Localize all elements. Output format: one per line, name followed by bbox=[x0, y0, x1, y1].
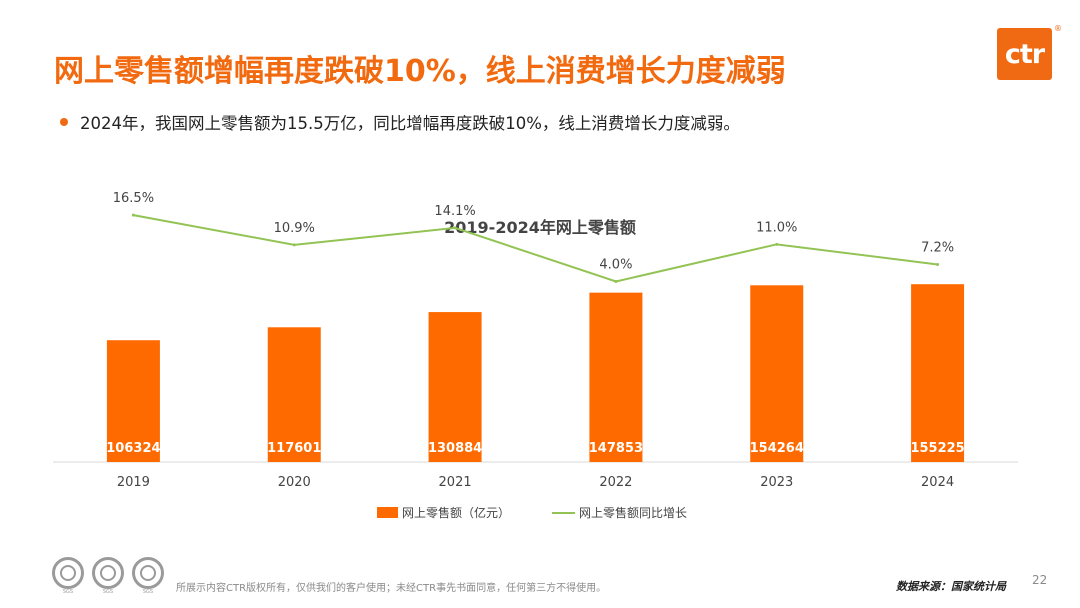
certification-badges: SGS SGS SGS bbox=[52, 557, 164, 595]
x-tick-label: 2022 bbox=[599, 475, 632, 490]
line-point bbox=[614, 279, 618, 283]
bullet-dot-icon bbox=[60, 118, 68, 126]
line-point bbox=[131, 213, 135, 217]
copyright-notice: 所展示内容CTR版权所有，仅供我们的客户使用；未经CTR事先书面同意，任何第三方… bbox=[176, 583, 607, 594]
logo-text: ctr bbox=[1004, 38, 1045, 70]
summary-text: 2024年，我国网上零售额为15.5万亿，同比增幅再度跌破10%，线上消费增长力… bbox=[80, 114, 740, 133]
data-source: 数据来源：国家统计局 bbox=[896, 580, 1006, 593]
bar bbox=[106, 340, 160, 462]
bar-data-label: 117601 bbox=[267, 441, 321, 456]
x-tick-label: 2021 bbox=[439, 475, 472, 490]
ctr-logo: ctr bbox=[997, 28, 1052, 80]
bar bbox=[911, 284, 965, 462]
x-tick-label: 2023 bbox=[760, 475, 793, 490]
line-point bbox=[775, 242, 779, 246]
page-title: 网上零售额增幅再度跌破10%，线上消费增长力度减弱 bbox=[54, 54, 786, 89]
bar-data-label: 130884 bbox=[428, 441, 482, 456]
bar-data-label: 154264 bbox=[750, 441, 804, 456]
chart-title: 2019-2024年网上零售额 bbox=[444, 218, 636, 237]
line-point bbox=[292, 243, 296, 247]
line-data-label: 16.5% bbox=[113, 191, 154, 206]
line-point bbox=[936, 263, 940, 267]
line-data-label: 11.0% bbox=[756, 220, 797, 235]
summary-bullet: 2024年，我国网上零售额为15.5万亿，同比增幅再度跌破10%，线上消费增长力… bbox=[60, 110, 740, 134]
line-data-label: 10.9% bbox=[274, 221, 315, 236]
sgs-badge-icon: SGS bbox=[92, 557, 124, 595]
x-tick-label: 2024 bbox=[921, 475, 954, 490]
bar-data-label: 106324 bbox=[106, 441, 160, 456]
line-data-label: 4.0% bbox=[599, 257, 632, 272]
line-data-label: 7.2% bbox=[921, 241, 954, 256]
bar bbox=[750, 285, 804, 462]
x-tick-label: 2019 bbox=[117, 475, 150, 490]
page-number: 22 bbox=[1032, 573, 1048, 587]
legend-bar-label: 网上零售额（亿元） bbox=[402, 505, 510, 520]
bar-data-label: 155225 bbox=[910, 441, 964, 456]
bar bbox=[267, 327, 321, 462]
legend-bar-swatch bbox=[377, 507, 398, 518]
bar bbox=[589, 292, 643, 462]
growth-line bbox=[133, 214, 938, 283]
legend-line-label: 网上零售额同比增长 bbox=[579, 505, 687, 520]
bar bbox=[428, 312, 482, 462]
sgs-badge-icon: SGS bbox=[132, 557, 164, 595]
line-point bbox=[453, 226, 457, 230]
registered-mark: ® bbox=[1054, 24, 1062, 33]
x-tick-label: 2020 bbox=[278, 475, 311, 490]
line-data-label: 14.1% bbox=[434, 204, 475, 219]
sgs-badge-icon: SGS bbox=[52, 557, 84, 595]
bar-data-label: 147853 bbox=[589, 441, 643, 456]
